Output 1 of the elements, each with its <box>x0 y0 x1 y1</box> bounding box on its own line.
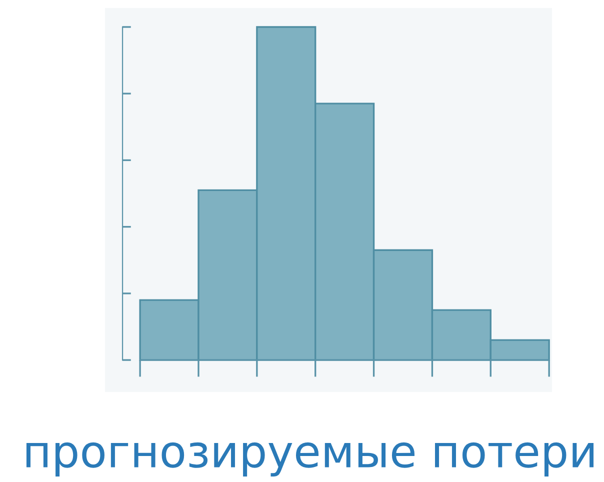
x-axis-title: прогнозируемые потери <box>26 442 594 477</box>
